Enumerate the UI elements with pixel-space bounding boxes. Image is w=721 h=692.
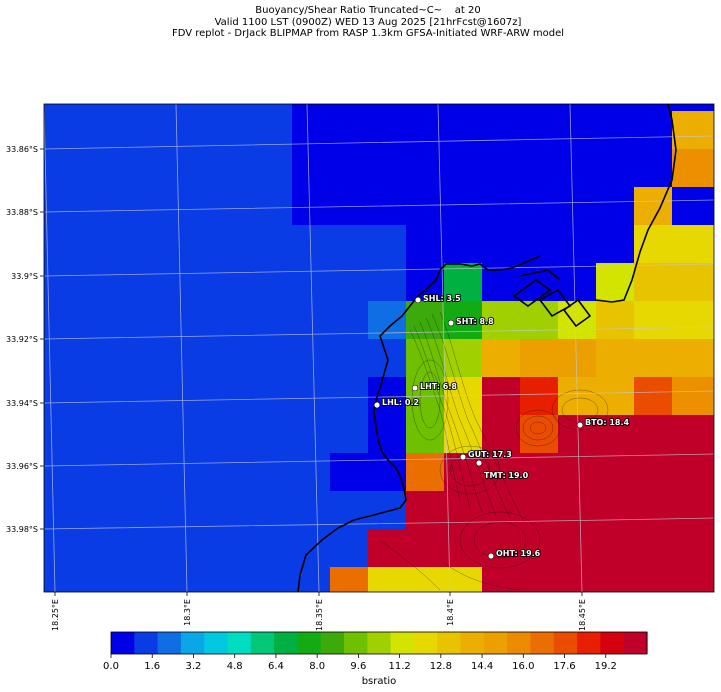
colorbar-tick-label: 12.8 [430, 661, 452, 672]
colorbar-tick-label: 0.0 [103, 661, 119, 672]
station-label: SHL: 3.5 [423, 294, 461, 303]
colorbar-tick-label: 4.8 [227, 661, 243, 672]
stations: SHL: 3.5 SHT: 8.8 LHT: 6.8 LHL: 0.2 BTO:… [373, 293, 630, 560]
colorbar-frame [110, 631, 648, 655]
colorbar-swatch [390, 632, 415, 654]
colorbar-tick-label: 3.2 [186, 661, 202, 672]
station-label: SHT: 8.8 [456, 317, 494, 326]
colorbar-tick-label: 8.0 [309, 661, 325, 672]
map-title: Buoyancy/Shear Ratio Truncated~C~ at 20 … [0, 5, 721, 40]
colorbar-swatch [413, 632, 438, 654]
bsratio-raster [44, 104, 714, 592]
station-lht[interactable]: LHT: 6.8 [411, 381, 458, 392]
lat-label: 33.88°S [6, 208, 38, 217]
lat-label: 33.94°S [6, 399, 38, 408]
colorbar-swatch [250, 632, 275, 654]
graticule [44, 104, 714, 592]
lon-label: 18.3°E [183, 599, 192, 626]
longitude-labels: 18.25°E 18.3°E 18.35°E 18.4°E 18.45°E [51, 599, 587, 631]
title-line-1: Buoyancy/Shear Ratio Truncated~C~ at 20 [255, 5, 481, 16]
station-gut[interactable]: GUT: 17.3 [459, 449, 513, 461]
colorbar-label: bsratio [362, 676, 397, 687]
colorbar-swatch [134, 632, 159, 654]
lat-label: 33.98°S [6, 525, 38, 534]
station-label: LHT: 6.8 [420, 382, 457, 391]
colorbar-tick-label: 9.6 [350, 661, 366, 672]
station-lhl[interactable]: LHL: 0.2 [373, 397, 420, 409]
coastline [297, 104, 677, 592]
colorbar-swatch [204, 632, 229, 654]
axis-ticks [40, 148, 583, 596]
colorbar-tick-label: 1.6 [144, 661, 160, 672]
lon-label: 18.35°E [315, 599, 324, 631]
lon-label: 18.25°E [51, 599, 60, 631]
station-label: BTO: 18.4 [585, 418, 630, 427]
colorbar-swatch [297, 632, 322, 654]
colorbar-swatch [111, 632, 135, 654]
lat-label: 33.96°S [6, 462, 38, 471]
colorbar-swatch [553, 632, 578, 654]
colorbar-swatch [437, 632, 462, 654]
lat-label: 33.92°S [6, 335, 38, 344]
colorbar-tick-label: 14.4 [471, 661, 493, 672]
colorbar-swatch [460, 632, 485, 654]
station-shl[interactable]: SHL: 3.5 [414, 293, 462, 304]
latitude-labels: 33.86°S 33.88°S 33.9°S 33.92°S 33.94°S 3… [6, 145, 38, 534]
title-line-3: FDV replot - DrJack BLIPMAP from RASP 1.… [171, 28, 565, 39]
station-bto[interactable]: BTO: 18.4 [576, 417, 630, 429]
lon-label: 18.4°E [446, 599, 455, 626]
colorbar-swatch [344, 632, 368, 654]
colorbar-swatch [600, 632, 625, 654]
colorbar-swatch [483, 632, 508, 654]
station-tmt[interactable]: TMT: 19.0 [475, 459, 529, 481]
colorbar-swatch [623, 632, 648, 654]
lat-label: 33.9°S [11, 272, 38, 281]
colorbar-tick-label: 19.2 [595, 661, 617, 672]
colorbar-ticks: 0.0 1.6 3.2 4.8 6.4 8.0 9.6 11.2 12.8 14.4 16.0 17.… [103, 654, 617, 672]
colorbar: 0.0 1.6 3.2 4.8 6.4 8.0 9.6 11.2 12.8 14.4 16.0 17.… [103, 631, 648, 687]
lat-label: 33.86°S [6, 145, 38, 154]
colorbar-swatches [111, 632, 648, 654]
station-oht[interactable]: OHT: 19.6 [487, 548, 542, 560]
colorbar-tick-label: 16.0 [512, 661, 534, 672]
lon-label: 18.45°E [578, 599, 587, 631]
map-frame [43, 103, 715, 593]
colorbar-swatch [274, 632, 299, 654]
colorbar-swatch [577, 632, 601, 654]
colorbar-swatch [227, 632, 252, 654]
colorbar-tick-label: 6.4 [268, 661, 284, 672]
colorbar-tick-label: 11.2 [388, 661, 410, 672]
map-plot-area [44, 104, 714, 592]
colorbar-tick-label: 17.6 [553, 661, 575, 672]
station-label: LHL: 0.2 [382, 398, 419, 407]
colorbar-swatch [367, 632, 392, 654]
station-label: OHT: 19.6 [496, 549, 541, 558]
station-label: GUT: 17.3 [468, 450, 512, 459]
colorbar-swatch [530, 632, 555, 654]
colorbar-swatch [180, 632, 205, 654]
colorbar-swatch [507, 632, 532, 654]
colorbar-swatch [320, 632, 345, 654]
station-sht[interactable]: SHT: 8.8 [447, 316, 495, 327]
station-label: TMT: 19.0 [484, 471, 529, 480]
title-line-2: Valid 1100 LST (0900Z) WED 13 Aug 2025 [… [214, 16, 522, 28]
colorbar-swatch [157, 632, 182, 654]
